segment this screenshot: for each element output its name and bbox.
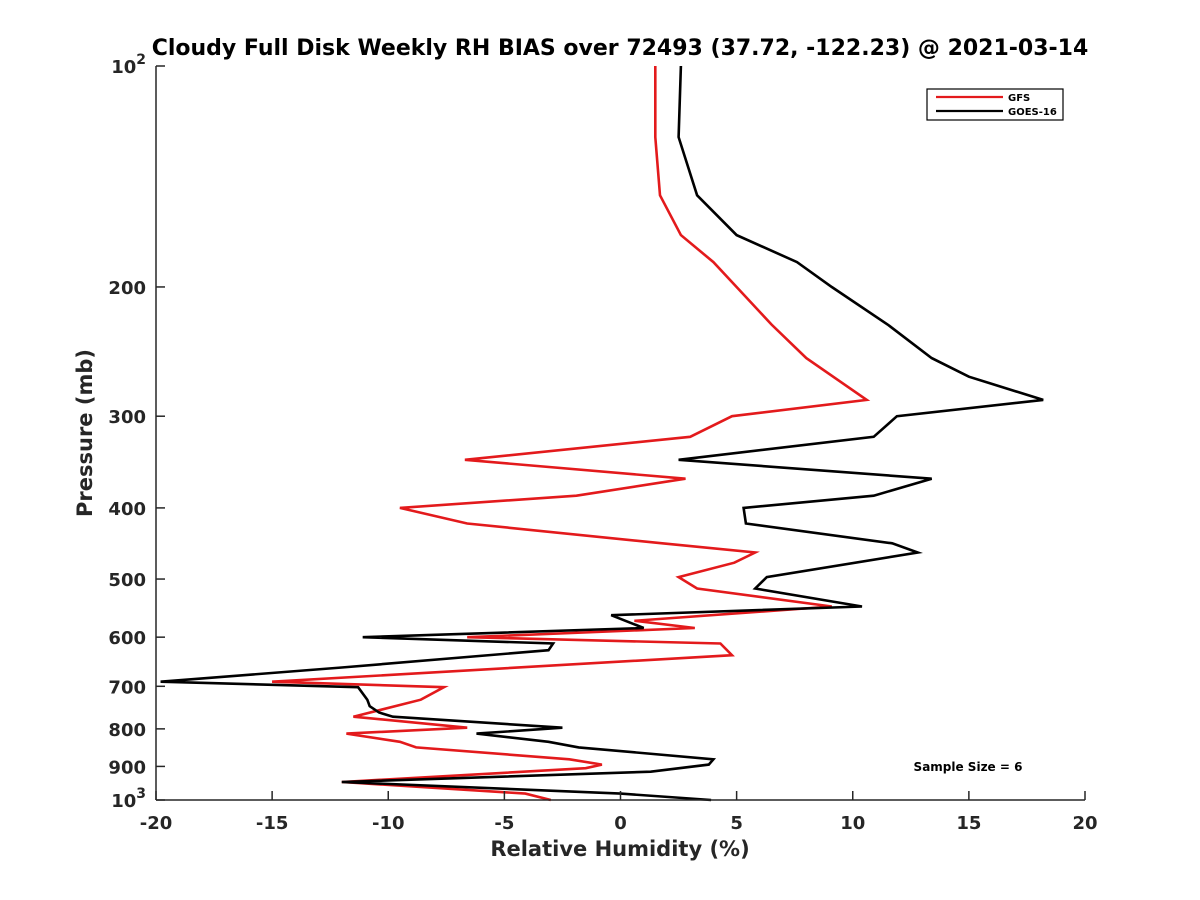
x-tick-label: -10 bbox=[372, 813, 405, 834]
legend-label-goes-16: GOES-16 bbox=[1008, 107, 1057, 118]
y-tick-label: 200 bbox=[108, 278, 146, 299]
y-axis-label: Pressure (mb) bbox=[73, 349, 97, 517]
legend-label-gfs: GFS bbox=[1008, 93, 1030, 104]
y-tick-label: 103 bbox=[111, 786, 146, 812]
x-tick-label: 10 bbox=[840, 813, 865, 834]
x-axis-label: Relative Humidity (%) bbox=[490, 837, 749, 861]
x-axis-ticks: -20 -15 -10 -5 0 5 10 15 20 bbox=[140, 791, 1098, 834]
y-tick-label: 600 bbox=[108, 628, 146, 649]
x-tick-label: -5 bbox=[494, 813, 514, 834]
y-tick-label: 500 bbox=[108, 570, 146, 591]
x-tick-label: 15 bbox=[956, 813, 981, 834]
y-tick-label: 700 bbox=[108, 677, 146, 698]
y-axis-ticks: 102 200 300 400 500 600 700 800 900 103 bbox=[108, 52, 165, 812]
chart-title: Cloudy Full Disk Weekly RH BIAS over 724… bbox=[152, 36, 1089, 61]
series-line-gfs bbox=[272, 66, 871, 802]
y-tick-label: 800 bbox=[108, 720, 146, 741]
y-tick-label: 102 bbox=[111, 52, 146, 78]
x-tick-label: 20 bbox=[1072, 813, 1097, 834]
x-tick-label: -20 bbox=[140, 813, 173, 834]
legend-box bbox=[926, 88, 1064, 121]
series-line-goes-16 bbox=[160, 65, 1044, 802]
y-tick-label: 300 bbox=[108, 407, 146, 428]
legend: GFS GOES-16 bbox=[926, 88, 1064, 121]
y-tick-label: 400 bbox=[108, 499, 146, 520]
series-layer bbox=[160, 65, 1044, 802]
x-tick-label: -15 bbox=[256, 813, 289, 834]
y-tick-label: 900 bbox=[108, 757, 146, 778]
sample-size-annotation: Sample Size = 6 bbox=[914, 760, 1023, 774]
x-tick-label: 0 bbox=[614, 813, 627, 834]
x-tick-label: 5 bbox=[730, 813, 743, 834]
